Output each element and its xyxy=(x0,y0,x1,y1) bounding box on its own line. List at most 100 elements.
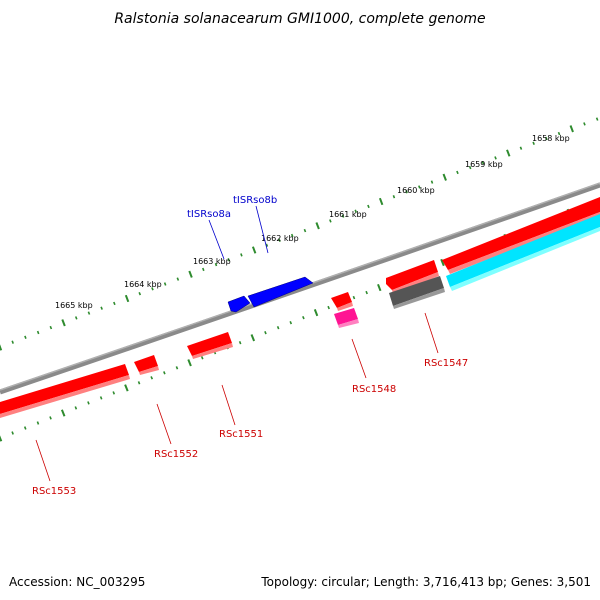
inner-minor-tick xyxy=(238,341,242,345)
inner-minor-tick xyxy=(289,321,293,325)
label-RSc1553[interactable]: RSc1553 xyxy=(32,486,76,497)
outer-minor-tick xyxy=(163,282,167,286)
gene-RSc1547-a[interactable] xyxy=(386,260,438,290)
outer-minor-tick xyxy=(290,233,294,238)
outer-major-tick xyxy=(442,173,447,181)
outer-minor-tick xyxy=(278,238,281,242)
inner-major-tick xyxy=(60,409,66,417)
label-RSc1552[interactable]: RSc1552 xyxy=(154,449,198,460)
inner-minor-tick xyxy=(163,371,166,375)
gene-cyan-shade xyxy=(450,227,600,291)
outer-minor-tick xyxy=(100,306,103,310)
gene-RSc1548-a[interactable] xyxy=(331,292,352,308)
gene-tISRso8a[interactable] xyxy=(227,295,251,313)
outer-minor-tick xyxy=(430,180,434,184)
outer-major-tick xyxy=(506,149,511,157)
outer-minor-tick xyxy=(341,214,345,218)
label-RSc1547[interactable]: RSc1547 xyxy=(424,358,468,369)
outer-minor-tick xyxy=(557,131,561,136)
inner-major-tick xyxy=(313,309,319,317)
outer-minor-tick xyxy=(151,287,154,291)
kbp-label-1661: 1661 kbp xyxy=(329,210,367,219)
inner-minor-tick xyxy=(365,290,368,295)
inner-minor-tick xyxy=(137,381,141,385)
gene-cyan[interactable] xyxy=(446,214,600,287)
genome-backbone xyxy=(0,182,600,395)
inner-minor-tick xyxy=(276,326,280,330)
inner-minor-tick xyxy=(36,421,40,425)
kbp-label-1660: 1660 kbp xyxy=(397,186,435,195)
outer-minor-tick xyxy=(74,316,78,320)
outer-minor-tick xyxy=(545,136,548,141)
gene-RSc1552[interactable] xyxy=(134,355,158,372)
kbp-label-1658: 1658 kbp xyxy=(532,134,570,143)
outer-major-tick xyxy=(251,246,257,254)
outer-major-tick xyxy=(569,125,574,133)
outer-major-tick xyxy=(124,294,130,303)
gene-tISRso8b[interactable] xyxy=(247,276,314,308)
outer-minor-tick xyxy=(240,253,243,257)
gene-RSc1551[interactable] xyxy=(187,332,232,356)
gene-RSc1548[interactable] xyxy=(334,308,358,325)
outer-minor-tick xyxy=(354,209,358,213)
kbp-label-1664: 1664 kbp xyxy=(124,280,162,289)
outer-minor-tick xyxy=(36,330,40,335)
outer-minor-tick xyxy=(11,340,14,344)
gene-red-large-right-shade xyxy=(448,212,600,274)
map-title: Ralstonia solanacearum GMI1000, complete… xyxy=(114,11,485,27)
outer-minor-tick xyxy=(113,301,116,306)
kbp-label-1665: 1665 kbp xyxy=(55,301,93,310)
topology-text: Topology: circular; Length: 3,716,413 bp… xyxy=(260,575,591,589)
outer-major-tick xyxy=(378,197,384,206)
inner-major-tick xyxy=(124,384,129,392)
gene-RSc1553-shade xyxy=(0,375,130,418)
inner-major-tick xyxy=(440,258,445,267)
gene-RSc1547-shade xyxy=(393,288,445,309)
accession-text: Accession: NC_003295 xyxy=(9,575,145,589)
outer-minor-tick xyxy=(49,325,53,330)
outer-minor-tick xyxy=(532,141,535,145)
label-tISRso8b[interactable]: tISRso8b xyxy=(233,195,277,206)
outer-minor-tick xyxy=(494,156,497,160)
gene-RSc1547[interactable] xyxy=(389,276,444,306)
outer-minor-tick xyxy=(138,292,142,296)
outer-minor-tick xyxy=(519,146,523,150)
outer-minor-tick xyxy=(87,311,91,315)
outer-minor-tick xyxy=(176,277,180,281)
outer-minor-tick xyxy=(392,195,396,199)
leader-lines xyxy=(35,205,439,482)
kbp-label-1659: 1659 kbp xyxy=(465,160,503,169)
outer-minor-tick xyxy=(468,165,472,170)
outer-minor-tick xyxy=(303,228,307,233)
inner-minor-tick xyxy=(150,376,154,380)
outer-minor-tick xyxy=(418,185,421,189)
outer-tick-row xyxy=(0,117,599,351)
gene-RSc1553[interactable] xyxy=(0,364,129,414)
outer-major-tick xyxy=(61,319,66,327)
kbp-label-1663: 1663 kbp xyxy=(193,257,231,266)
gene-RSc1548-shade xyxy=(338,319,359,328)
outer-minor-tick xyxy=(214,262,218,267)
inner-minor-tick xyxy=(99,396,103,400)
inner-major-tick xyxy=(187,359,192,367)
outer-minor-tick xyxy=(329,219,332,223)
inner-minor-tick xyxy=(49,416,52,420)
inner-minor-tick xyxy=(264,331,267,335)
gene-RSc1548-a-shade xyxy=(337,302,353,311)
inner-minor-tick xyxy=(200,356,204,360)
outer-minor-tick xyxy=(405,190,408,194)
inner-minor-tick xyxy=(23,426,27,430)
label-RSc1551[interactable]: RSc1551 xyxy=(219,429,263,440)
inner-minor-tick xyxy=(11,431,14,435)
inner-minor-tick xyxy=(87,401,90,405)
outer-major-tick xyxy=(315,222,320,230)
kbp-label-1662: 1662 kbp xyxy=(261,234,299,243)
gene-red-large-right[interactable] xyxy=(442,197,600,270)
outer-minor-tick xyxy=(367,204,370,209)
inner-minor-tick xyxy=(302,315,305,320)
kbp-labels: 1658 kbp 1659 kbp 1660 kbp 1661 kbp 1662… xyxy=(55,134,570,310)
label-RSc1548[interactable]: RSc1548 xyxy=(352,384,396,395)
label-tISRso8a[interactable]: tISRso8a xyxy=(187,209,231,220)
inner-major-tick xyxy=(250,334,256,342)
